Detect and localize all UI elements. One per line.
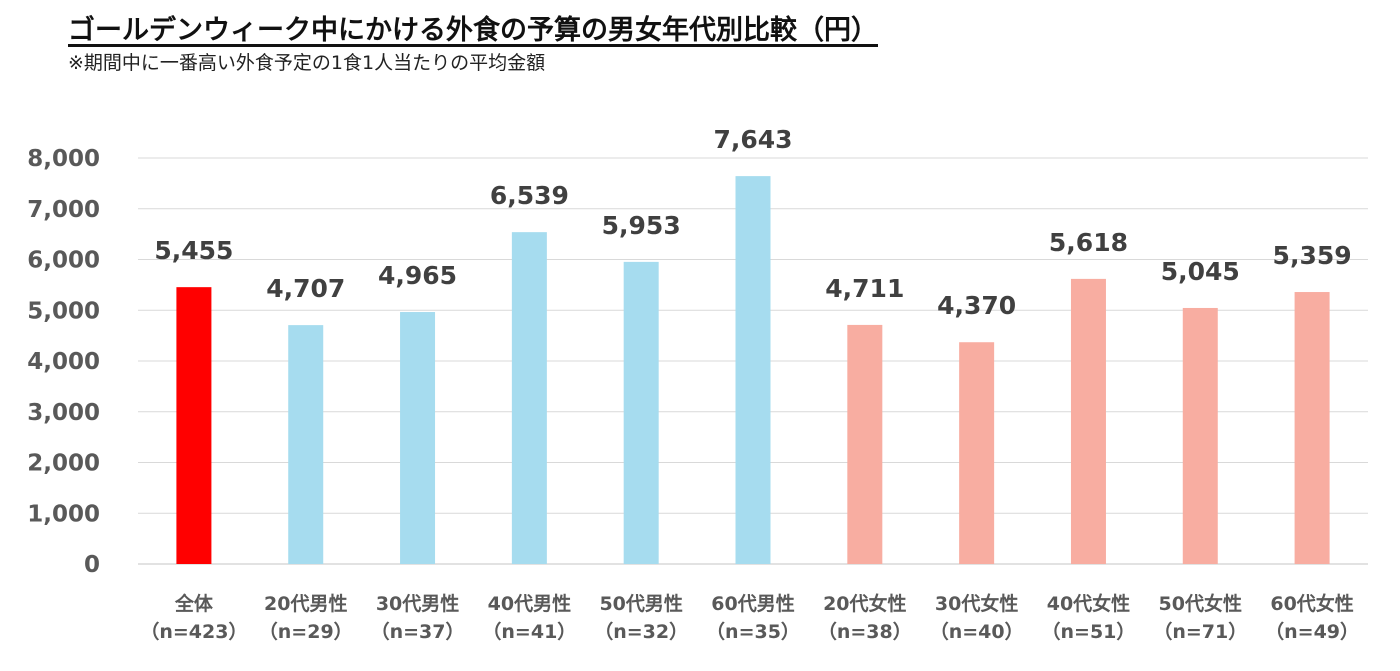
x-tick-label: 20代男性 [264, 592, 347, 615]
bar [288, 325, 324, 564]
x-tick-label: 30代女性 [935, 592, 1018, 615]
x-tick-label: 40代男性 [488, 592, 571, 615]
bar [959, 342, 995, 564]
y-tick-label: 0 [84, 552, 100, 578]
bar [735, 176, 771, 565]
bar [176, 287, 212, 564]
x-tick-sample-size: （n=35） [706, 620, 800, 643]
chart-title: ゴールデンウィーク中にかける外食の予算の男女年代別比較（円） [68, 15, 878, 46]
y-tick-label: 7,000 [27, 197, 100, 223]
chart-subtitle: ※期間中に一番高い外食予定の1食1人当たりの平均金額 [68, 52, 546, 74]
x-tick-sample-size: （n=423） [140, 620, 247, 643]
y-tick-label: 6,000 [27, 248, 100, 274]
x-tick-sample-size: （n=38） [818, 620, 912, 643]
data-label: 5,953 [602, 211, 681, 240]
data-label: 5,455 [154, 236, 233, 265]
data-label: 5,359 [1273, 241, 1352, 270]
x-tick-sample-size: （n=37） [371, 620, 465, 643]
y-tick-label: 2,000 [27, 451, 100, 477]
x-tick-sample-size: （n=49） [1265, 620, 1359, 643]
x-tick-label: 30代男性 [376, 592, 459, 615]
data-label: 4,707 [266, 274, 345, 303]
bar [400, 312, 436, 564]
x-tick-sample-size: （n=51） [1042, 620, 1136, 643]
x-tick-label: 60代男性 [711, 592, 794, 615]
x-tick-label: 40代女性 [1047, 592, 1130, 615]
y-tick-label: 1,000 [27, 501, 100, 527]
x-tick-sample-size: （n=40） [930, 620, 1024, 643]
bar [511, 232, 547, 564]
data-label: 5,618 [1049, 228, 1128, 257]
y-tick-label: 8,000 [27, 146, 100, 172]
bar [1182, 307, 1218, 564]
bar [1070, 278, 1106, 564]
y-tick-label: 4,000 [27, 349, 100, 375]
x-tick-label: 50代男性 [599, 592, 682, 615]
y-tick-label: 3,000 [27, 400, 100, 426]
x-tick-label: 60代女性 [1270, 592, 1353, 615]
bar [847, 324, 883, 564]
x-tick-label: 全体 [174, 592, 214, 615]
bar [623, 261, 659, 564]
data-label: 4,370 [937, 291, 1016, 320]
x-tick-sample-size: （n=71） [1153, 620, 1247, 643]
bar [1294, 292, 1330, 564]
y-tick-label: 5,000 [27, 298, 100, 324]
data-label: 4,711 [825, 274, 904, 303]
data-label: 6,539 [490, 181, 569, 210]
x-tick-label: 50代女性 [1159, 592, 1242, 615]
x-tick-sample-size: （n=29） [259, 620, 353, 643]
x-tick-sample-size: （n=32） [594, 620, 688, 643]
data-label: 5,045 [1161, 257, 1240, 286]
x-tick-sample-size: （n=41） [482, 620, 576, 643]
data-label: 4,965 [378, 261, 457, 290]
data-label: 7,643 [713, 125, 792, 154]
x-tick-label: 20代女性 [823, 592, 906, 615]
